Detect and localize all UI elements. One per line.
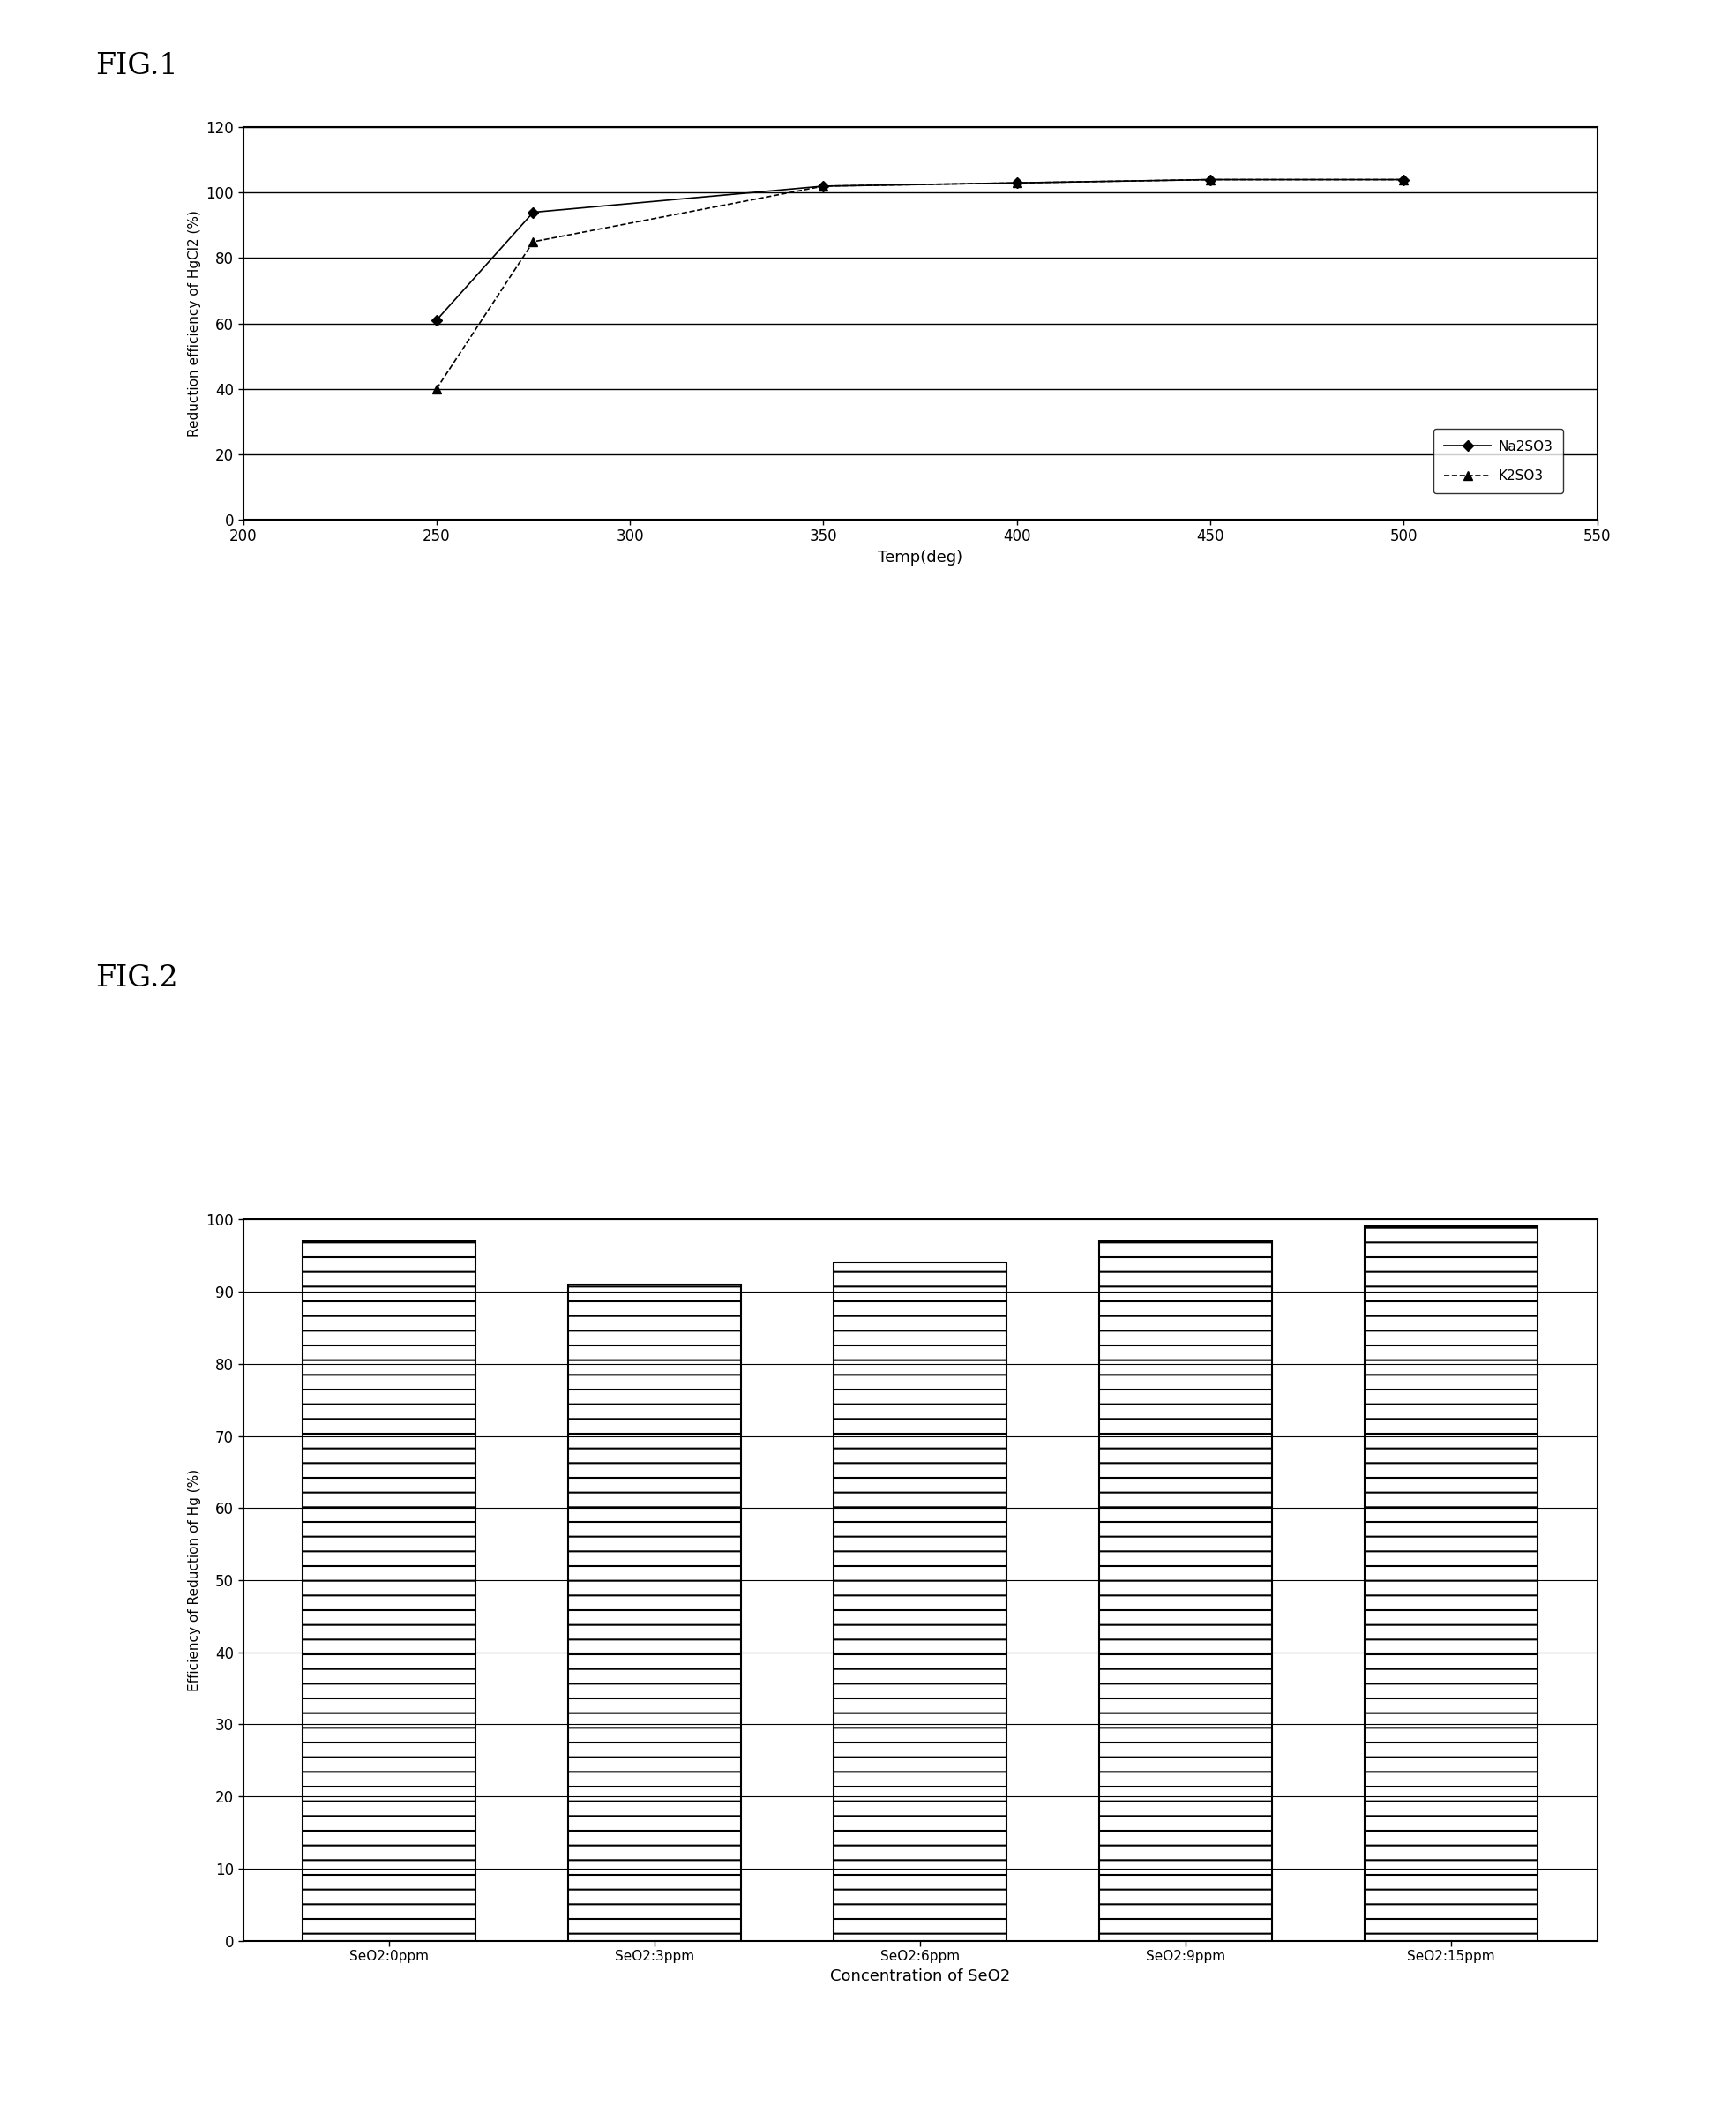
- K2SO3: [425, 375, 446, 401]
- K2SO3: [1394, 168, 1415, 193]
- Na2SO3: [812, 174, 833, 199]
- Na2SO3: [1394, 168, 1415, 193]
- Y-axis label: Reduction efficiency of HgCl2 (%): Reduction efficiency of HgCl2 (%): [187, 210, 201, 437]
- K2SO3: [1200, 168, 1220, 193]
- Legend: Na2SO3, K2SO3: Na2SO3, K2SO3: [1434, 428, 1564, 494]
- Na2SO3: [425, 308, 446, 333]
- K2SO3: [523, 229, 543, 255]
- K2SO3: [1007, 170, 1028, 195]
- Y-axis label: Efficiency of Reduction of Hg (%): Efficiency of Reduction of Hg (%): [187, 1470, 201, 1690]
- Line: Na2SO3: Na2SO3: [432, 176, 1408, 325]
- Text: FIG.1: FIG.1: [95, 53, 179, 81]
- X-axis label: Concentration of SeO2: Concentration of SeO2: [830, 1968, 1010, 1983]
- Text: FIG.2: FIG.2: [95, 965, 179, 993]
- Na2SO3: [1200, 168, 1220, 193]
- Bar: [568, 1285, 741, 1941]
- Line: K2SO3: K2SO3: [432, 176, 1408, 392]
- Bar: [833, 1262, 1007, 1941]
- Na2SO3: [1007, 170, 1028, 195]
- X-axis label: Temp(deg): Temp(deg): [878, 549, 962, 566]
- Bar: [1364, 1226, 1538, 1941]
- Na2SO3: [523, 199, 543, 225]
- K2SO3: [812, 174, 833, 199]
- Bar: [1099, 1241, 1272, 1941]
- Bar: [302, 1241, 476, 1941]
